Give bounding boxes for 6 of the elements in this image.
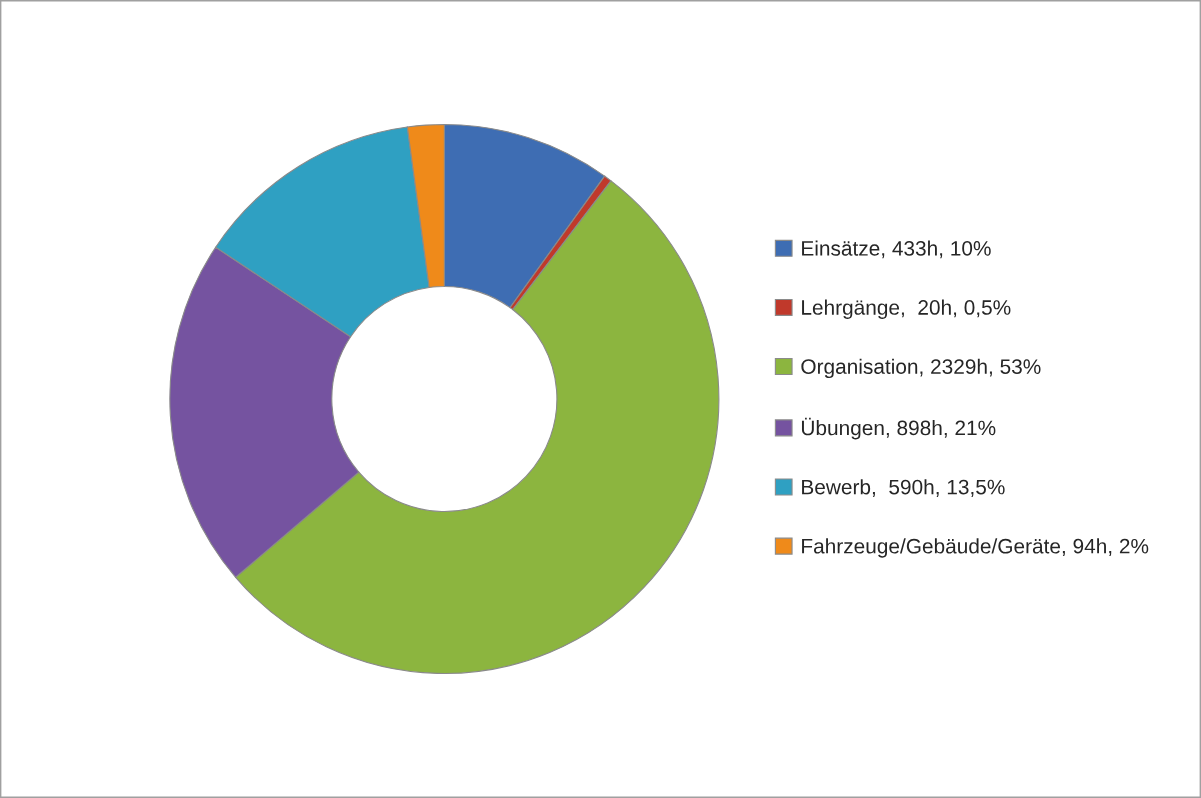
legend-label: Übungen, 898h, 21% — [801, 417, 996, 440]
legend-label: Fahrzeuge/Gebäude/Geräte, 94h, 2% — [802, 538, 1149, 558]
legend-label: Lehrgänge, 20h, 0,5% — [802, 299, 1011, 319]
legend-label: Einsätze, 433h, 10% — [802, 240, 991, 259]
legend-label: Bewerb, 590h, 13,5% — [802, 479, 1005, 497]
legend-label: Organisation, 2329h, 53% — [801, 358, 1041, 379]
